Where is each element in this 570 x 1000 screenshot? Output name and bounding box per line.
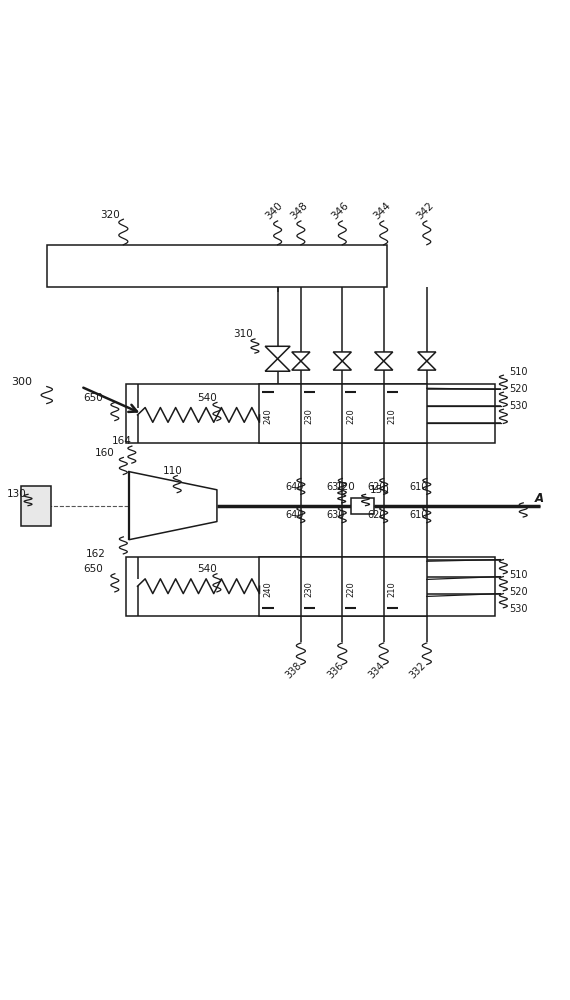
Text: 610: 610 <box>409 510 428 520</box>
Text: 640: 640 <box>285 482 303 492</box>
Text: 320: 320 <box>101 210 120 220</box>
Text: 530: 530 <box>509 401 528 411</box>
Text: 340: 340 <box>263 201 284 222</box>
Text: 630: 630 <box>327 510 345 520</box>
Text: 344: 344 <box>371 201 392 222</box>
Text: 530: 530 <box>509 604 528 614</box>
Text: 240: 240 <box>263 408 272 424</box>
Bar <box>126 557 495 616</box>
Text: 348: 348 <box>288 201 310 222</box>
Text: 110: 110 <box>163 466 183 476</box>
Polygon shape <box>129 472 217 540</box>
Bar <box>351 498 374 514</box>
Text: 342: 342 <box>414 201 435 222</box>
Text: 310: 310 <box>233 329 253 339</box>
Text: 332: 332 <box>408 661 428 681</box>
Text: 650: 650 <box>84 564 103 574</box>
Text: 220: 220 <box>346 581 355 597</box>
Text: 150: 150 <box>370 485 390 495</box>
Text: 210: 210 <box>388 581 397 597</box>
Text: 540: 540 <box>197 564 217 574</box>
Text: 620: 620 <box>368 482 386 492</box>
Text: 230: 230 <box>305 581 314 597</box>
Text: 336: 336 <box>325 661 345 681</box>
Bar <box>259 557 427 616</box>
Bar <box>47 245 387 287</box>
Text: 338: 338 <box>284 661 304 681</box>
Text: 240: 240 <box>263 581 272 597</box>
Bar <box>126 384 495 443</box>
Text: 630: 630 <box>327 482 345 492</box>
Bar <box>259 384 427 443</box>
Text: 120: 120 <box>336 482 356 492</box>
Text: 540: 540 <box>197 393 217 403</box>
Text: 130: 130 <box>7 489 27 499</box>
Text: 520: 520 <box>509 384 528 394</box>
Text: 164: 164 <box>112 436 132 446</box>
Text: 510: 510 <box>509 367 528 377</box>
Text: 620: 620 <box>368 510 386 520</box>
Text: 210: 210 <box>388 408 397 424</box>
Text: 162: 162 <box>86 549 105 559</box>
Text: 230: 230 <box>305 408 314 424</box>
Text: 640: 640 <box>285 510 303 520</box>
Text: 510: 510 <box>509 570 528 580</box>
Text: 300: 300 <box>11 377 32 387</box>
Bar <box>21 486 51 526</box>
Text: 520: 520 <box>509 587 528 597</box>
Text: 334: 334 <box>367 661 386 681</box>
Text: 650: 650 <box>84 393 103 403</box>
Text: A: A <box>535 492 544 505</box>
Text: 346: 346 <box>330 201 351 222</box>
Text: 610: 610 <box>409 482 428 492</box>
Text: 220: 220 <box>346 408 355 424</box>
Text: 160: 160 <box>95 448 115 458</box>
